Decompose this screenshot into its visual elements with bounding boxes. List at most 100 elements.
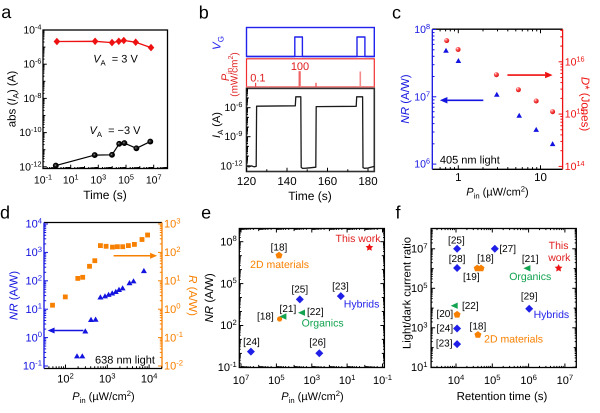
svg-text:101: 101 [25,302,42,316]
svg-text:102: 102 [25,273,42,287]
svg-text:108: 108 [414,22,430,36]
svg-text:102: 102 [57,371,74,385]
svg-text:10-8: 10-8 [23,91,41,105]
svg-text:108: 108 [220,234,237,248]
svg-text:120: 120 [237,176,256,188]
svg-text:100: 100 [291,61,309,73]
svg-text:1015: 1015 [565,107,585,121]
svg-text:103: 103 [164,217,181,231]
svg-text:107: 107 [411,241,428,255]
svg-text:105: 105 [220,276,237,290]
svg-text:[26]: [26] [309,338,326,349]
svg-text:10-9: 10-9 [224,129,242,143]
svg-text:[24]: [24] [436,323,453,334]
svg-text:103: 103 [99,371,116,385]
svg-text:VA = −3 V: VA = −3 V [89,125,141,139]
svg-text:1: 1 [455,172,461,184]
svg-text:c: c [392,3,401,23]
svg-text:101: 101 [164,273,181,287]
svg-text:638 nm light: 638 nm light [95,355,155,367]
svg-text:e: e [201,203,211,223]
svg-text:Pin: Pin [220,68,233,81]
svg-text:102: 102 [220,318,237,332]
svg-text:abs (IA) (A): abs (IA) (A) [7,71,20,128]
svg-text:[19]: [19] [463,272,480,283]
svg-text:10-1: 10-1 [23,359,42,373]
svg-text:[24]: [24] [243,337,260,348]
svg-text:100: 100 [25,330,42,344]
svg-text:Retention time (s): Retention time (s) [457,391,548,403]
svg-text:(mW/cm2): (mW/cm2) [227,52,240,96]
svg-text:405 nm light: 405 nm light [440,155,500,167]
svg-text:This work: This work [336,233,382,245]
svg-text:10-12: 10-12 [220,158,242,172]
svg-text:103: 103 [90,173,106,187]
svg-text:10-6: 10-6 [224,100,242,114]
svg-text:[28]: [28] [449,254,466,265]
svg-text:2D materials: 2D materials [250,259,309,271]
svg-text:[18]: [18] [257,312,274,323]
svg-text:[18]: [18] [271,242,288,253]
svg-text:101: 101 [63,173,79,187]
svg-text:107: 107 [146,173,162,187]
svg-text:105: 105 [118,173,134,187]
svg-text:107: 107 [414,89,430,103]
svg-text:VA = 3 V: VA = 3 V [93,54,138,68]
svg-text:d: d [0,203,10,223]
svg-text:D* (Jones): D* (Jones) [579,77,591,131]
svg-text:[27]: [27] [499,244,516,255]
svg-text:NR (A/W): NR (A/W) [204,273,216,322]
svg-text:[18]: [18] [470,321,487,332]
svg-text:10: 10 [534,172,547,184]
svg-text:Pin (µW/cm2): Pin (µW/cm2) [281,389,343,405]
svg-text:VG: VG [212,36,225,50]
svg-text:Organics: Organics [509,271,551,283]
svg-text:10-10: 10-10 [19,125,41,139]
svg-text:Time (s): Time (s) [288,189,332,203]
svg-text:100: 100 [164,302,181,316]
svg-text:R (A/W): R (A/W) [186,275,198,316]
svg-text:[23]: [23] [436,339,453,350]
svg-text:102: 102 [164,245,181,259]
svg-text:[22]: [22] [307,307,324,318]
svg-text:[29]: [29] [521,291,538,302]
svg-text:This: This [549,240,569,252]
svg-text:160: 160 [318,176,337,188]
svg-text:b: b [199,3,209,23]
svg-text:10-1: 10-1 [373,373,392,387]
svg-text:Pin (µW/cm2): Pin (µW/cm2) [466,184,528,200]
svg-text:10-1: 10-1 [218,360,237,374]
svg-text:[18]: [18] [477,254,494,265]
svg-text:a: a [1,2,12,22]
svg-text:103: 103 [304,373,321,387]
svg-text:IA (A): IA (A) [211,112,224,138]
svg-text:107: 107 [557,373,574,387]
svg-text:10-1: 10-1 [164,330,183,344]
svg-text:f: f [396,203,402,223]
svg-text:work: work [547,252,571,264]
svg-text:10-1: 10-1 [34,173,52,187]
svg-text:105: 105 [484,373,501,387]
svg-text:101: 101 [339,373,356,387]
svg-text:101: 101 [411,360,428,374]
svg-text:[23]: [23] [332,282,349,293]
svg-text:104: 104 [448,373,465,387]
svg-text:10-2: 10-2 [164,359,183,373]
svg-text:NR (A/W): NR (A/W) [9,271,21,320]
svg-text:Pin (µW/cm2): Pin (µW/cm2) [72,389,134,405]
svg-text:[21]: [21] [522,254,539,265]
svg-text:[21]: [21] [280,304,297,315]
svg-text:Hybrids: Hybrids [534,309,570,321]
svg-text:10-12: 10-12 [19,159,41,173]
svg-text:107: 107 [233,373,250,387]
svg-text:104: 104 [25,217,42,231]
svg-text:Light/dark current ratio: Light/dark current ratio [401,237,413,349]
svg-text:0.1: 0.1 [250,73,265,85]
svg-text:1016: 1016 [565,54,585,68]
svg-text:106: 106 [520,373,537,387]
svg-text:[20]: [20] [436,309,453,320]
svg-text:1014: 1014 [565,159,585,173]
svg-text:2D materials: 2D materials [484,334,543,346]
svg-text:106: 106 [414,157,430,171]
svg-text:Hybrids: Hybrids [344,299,380,311]
